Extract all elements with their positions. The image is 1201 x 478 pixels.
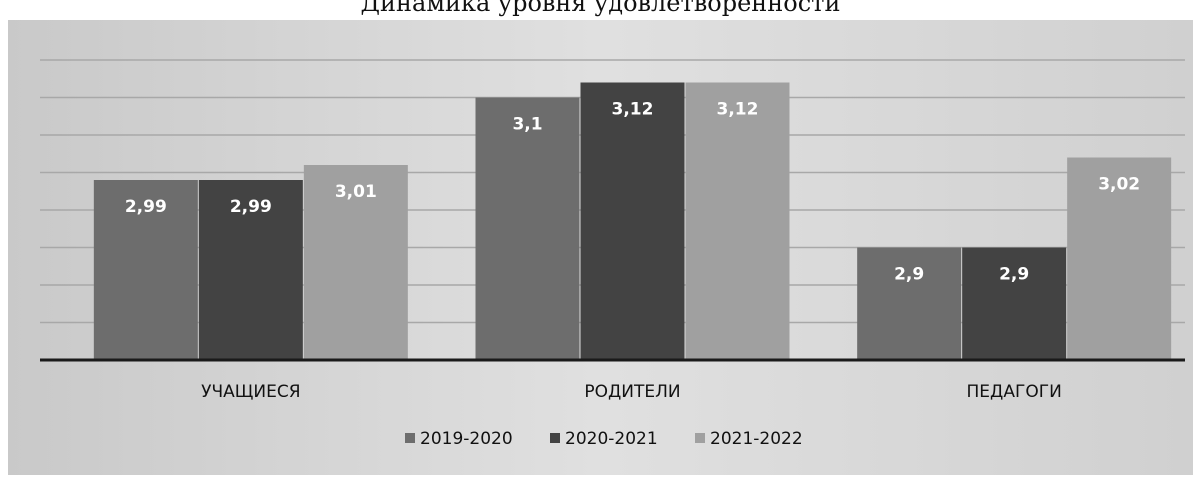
bar-value-label: 3,12 (612, 100, 654, 120)
bar-value-label: 2,9 (999, 265, 1029, 285)
data-labels: 2,99 2,99 3,01 3,1 3,12 3,12 2,9 2,9 3,02 (125, 100, 1140, 285)
bar-value-label: 3,12 (717, 100, 759, 120)
bar (198, 180, 303, 360)
bar-value-label: 2,9 (894, 265, 924, 285)
x-axis-tick-labels: УЧАЩИЕСЯ РОДИТЕЛИ ПЕДАГОГИ (201, 382, 1062, 402)
x-tick-label: РОДИТЕЛИ (584, 382, 680, 402)
x-tick-label: ПЕДАГОГИ (967, 382, 1062, 402)
bar-value-label: 3,1 (512, 115, 542, 135)
legend-swatch (550, 433, 560, 443)
bar (962, 247, 1067, 360)
legend: 2019-2020 2020-2021 2021-2022 (405, 429, 803, 449)
x-tick-label: УЧАЩИЕСЯ (201, 382, 300, 402)
bar-value-label: 2,99 (125, 197, 167, 217)
bar (685, 82, 790, 360)
legend-label: 2019-2020 (420, 429, 513, 449)
bars (93, 82, 1172, 360)
bar (303, 165, 408, 360)
bar-value-label: 2,99 (230, 197, 272, 217)
legend-label: 2021-2022 (710, 429, 803, 449)
bar-value-label: 3,02 (1098, 175, 1140, 195)
chart-title: Динамика уровня удовлетворенности (360, 0, 841, 17)
bar (580, 82, 685, 360)
legend-label: 2020-2021 (565, 429, 658, 449)
bar-value-label: 3,01 (335, 182, 377, 202)
bar (1067, 157, 1172, 360)
bar (857, 247, 962, 360)
legend-swatch (405, 433, 415, 443)
bar (475, 97, 580, 360)
legend-swatch (695, 433, 705, 443)
bar (93, 180, 198, 360)
